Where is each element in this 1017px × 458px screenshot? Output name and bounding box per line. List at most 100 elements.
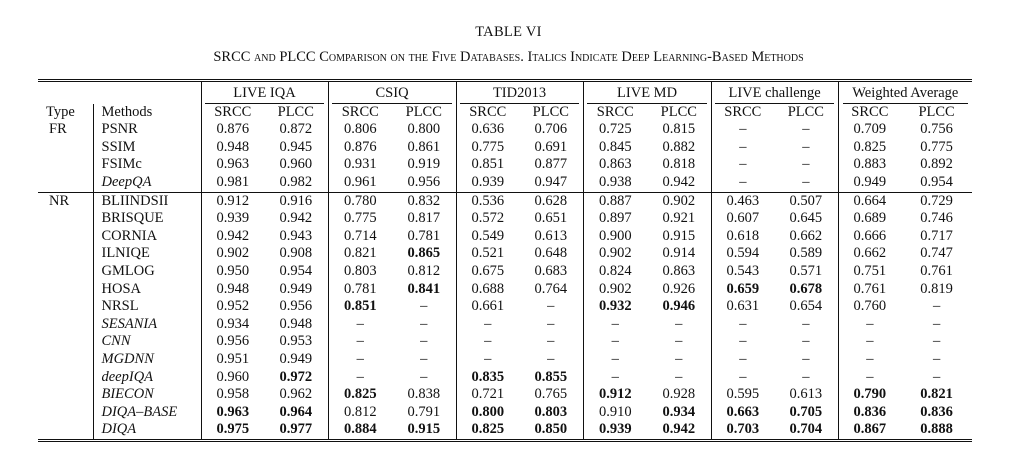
table-cell: 0.851 [455,156,520,174]
table-cell: 0.717 [920,227,953,244]
table-cell: 0.703 [710,421,775,441]
table-cell: 0.791 [407,403,441,420]
row-method: CORNIA [92,227,201,246]
table-cell: – [802,333,810,350]
table-cell: – [420,315,428,332]
table-cell: 0.549 [455,227,520,246]
table-cell: – [802,156,810,173]
table-cell: – [802,368,810,385]
table-cell: 0.884 [327,421,393,441]
row-type [38,174,93,192]
table-cell: – [420,333,428,350]
table-cell: 0.951 [200,350,264,369]
table-cell: 0.613 [789,386,823,403]
table-cell: 0.887 [582,192,648,211]
table-cell: – [547,315,555,332]
table-row: NR BLIINDSII 0.912 0.916 0.780 0.832 0.536 0.62… [38,192,972,211]
table-cell: 0.942 [200,227,264,246]
table-cell: 0.952 [200,298,264,316]
table-cell: 0.934 [662,403,696,420]
table-cell: 0.977 [279,421,313,438]
table-cell: 0.956 [279,298,313,315]
sub-header: SRCC [327,103,393,122]
row-type [38,139,93,157]
table-cell: 0.872 [279,121,313,138]
table-cell: 0.912 [200,192,264,211]
row-type [38,351,93,369]
table-cell: 0.790 [837,386,902,404]
table-cell: 0.912 [582,386,648,404]
row-method: SSIM [92,138,201,157]
table-cell: 0.725 [582,121,648,139]
table-cell: 0.946 [662,298,696,315]
table-cell: 0.636 [455,121,520,139]
table-cell: 0.902 [662,192,696,209]
table-cell: 0.714 [327,227,393,246]
sub-header: SRCC [582,103,648,122]
table-cell: 0.964 [279,403,313,420]
table-row: CNN 0.956 0.953– – – – – – – – – – [38,333,972,351]
table-cell: 0.812 [407,262,441,279]
table-cell: – [420,298,428,315]
row-type [38,156,93,174]
table-cell: – [547,333,555,350]
table-row: GMLOG 0.950 0.954 0.803 0.812 0.675 0.683 0.824… [38,262,972,281]
row-type [38,333,93,351]
table-cell: 0.832 [407,192,441,209]
table-cell: 0.902 [582,245,648,263]
table-cell: 0.948 [200,138,264,157]
table-cell: – [837,368,902,387]
row-method: DIQA [92,421,201,441]
table-cell: – [675,333,683,350]
table-cell: 0.543 [710,262,775,281]
table-cell: 0.689 [837,210,902,228]
table-cell: 0.666 [837,227,902,246]
table-cell: – [327,333,393,351]
table-cell: – [582,350,648,369]
table-cell: – [327,368,393,387]
row-method: CNN [92,333,201,351]
table-cell: 0.764 [534,280,568,297]
table-cell: – [710,173,775,193]
table-cell: 0.594 [710,245,775,263]
table-cell: 0.915 [662,227,696,244]
table-cell: – [837,350,902,369]
methods-header: Methods [92,103,201,122]
table-cell: – [327,350,393,369]
sub-header: PLCC [277,103,314,120]
row-type [38,210,93,228]
table-cell: 0.662 [837,245,902,263]
table-cell: 0.654 [789,298,823,315]
table-cell: – [802,121,810,138]
table-row: NRSL 0.952 0.956 0.851 – 0.661 – 0.932 0.946 0.63… [38,298,972,316]
header-sub-row: Type Methods SRCC PLCC SRCC PLCC SRCC PL… [38,103,972,122]
table-cell: 0.882 [662,138,696,155]
table-cell: 0.756 [920,121,953,138]
table-cell: – [932,368,941,385]
table-cell: 0.902 [200,245,264,263]
table-row: BIECON 0.958 0.962 0.825 0.838 0.721 0.765 0.91… [38,386,972,404]
table-cell: 0.850 [534,421,568,438]
table-cell: – [675,368,683,385]
table-cell: 0.705 [789,403,823,420]
table-cell: 0.746 [920,210,953,227]
row-type [38,369,93,387]
table-cell: 0.939 [582,421,648,441]
row-method: PSNR [92,121,201,139]
row-type: NR [49,192,70,209]
table-cell: 0.877 [534,156,568,173]
table-caption-text: SRCC and PLCC Comparison on the Five Dat… [213,49,804,65]
table-cell: 0.780 [327,192,393,211]
table-cell: 0.825 [455,421,520,441]
row-type [38,421,93,440]
table-cell: 0.888 [920,421,953,438]
table-row: FR PSNR 0.876 0.872 0.806 0.800 0.636 0.706 0.72… [38,121,972,139]
table-cell: – [582,315,648,334]
table-cell: 0.631 [710,298,775,316]
table-cell: 0.863 [662,262,696,279]
table-cell: 0.775 [920,138,953,155]
table-row: ILNIQE 0.902 0.908 0.821 0.865 0.521 0.648 0.90… [38,245,972,263]
table-cell: – [327,315,393,334]
table-cell: 0.775 [327,210,393,228]
